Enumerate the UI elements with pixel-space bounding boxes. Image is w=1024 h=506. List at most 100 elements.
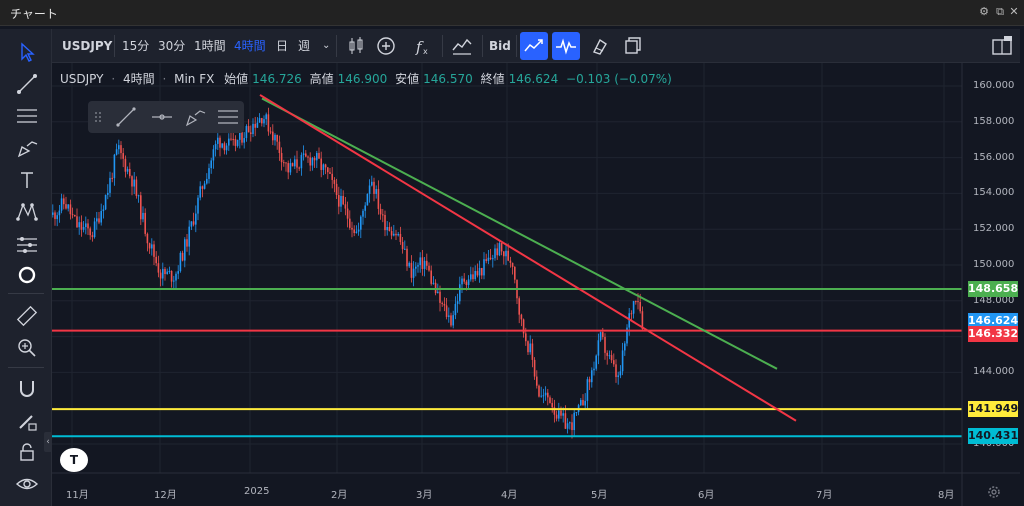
layout-icon[interactable]	[988, 32, 1016, 60]
circle-icon[interactable]	[14, 262, 40, 288]
price-tick-label: 148.000	[973, 294, 1015, 306]
chevron-down-icon[interactable]: ⌄	[322, 40, 331, 51]
templates-icon[interactable]	[448, 32, 476, 60]
candle-body	[571, 422, 573, 431]
candle-body	[544, 392, 547, 396]
candle-series	[52, 107, 644, 439]
magnet-icon[interactable]	[14, 376, 40, 402]
candle-body	[219, 137, 221, 148]
add-compare-icon[interactable]	[372, 32, 400, 60]
candle-body	[351, 227, 353, 230]
interval-4h[interactable]: 4時間	[234, 39, 266, 53]
candle-body	[109, 177, 111, 193]
candle-body	[395, 233, 397, 236]
trend-line-icon[interactable]	[114, 105, 138, 129]
candle-body	[302, 153, 305, 155]
candle-body	[608, 355, 611, 357]
candle-body	[340, 195, 342, 207]
interval-15m[interactable]: 15分	[122, 39, 150, 53]
candle-body	[157, 263, 160, 273]
forecast-icon[interactable]	[14, 231, 40, 257]
candles-icon[interactable]	[342, 32, 370, 60]
pen-icon[interactable]	[184, 105, 208, 129]
collapse-sidebar-button[interactable]: ‹	[44, 432, 52, 452]
candle-body	[637, 301, 639, 303]
drawing-toolbar	[0, 29, 52, 506]
pulse-icon[interactable]	[552, 32, 580, 60]
price-tick-label: 144.000	[973, 366, 1015, 378]
candle-body	[144, 212, 146, 234]
pen-icon[interactable]	[14, 135, 40, 161]
price-chart[interactable]	[52, 63, 1020, 506]
lock-icon[interactable]	[14, 439, 40, 465]
popout-icon[interactable]: ⧉	[996, 5, 1004, 18]
legend-high-label: 高値	[309, 72, 334, 86]
candle-body	[478, 267, 481, 276]
candle-body	[148, 243, 151, 249]
gear-icon[interactable]: ⚙	[979, 5, 989, 18]
candle-body	[140, 195, 142, 220]
candle-body	[118, 145, 120, 150]
candle-body	[65, 204, 67, 209]
candle-body	[335, 183, 338, 196]
candle-body	[492, 258, 494, 260]
symbol-button[interactable]: USDJPY	[62, 39, 113, 53]
candle-body	[564, 413, 567, 429]
trend-mode-icon[interactable]	[520, 32, 548, 60]
text-icon[interactable]	[14, 167, 40, 193]
candle-body	[357, 229, 360, 232]
candle-body	[384, 215, 386, 231]
floating-drawing-toolbar	[88, 101, 244, 133]
trend-line-icon[interactable]	[14, 71, 40, 97]
legend-low-label: 安値	[395, 72, 420, 86]
close-icon[interactable]: ✕	[1009, 5, 1019, 18]
candle-body	[201, 186, 204, 189]
candle-body	[364, 205, 366, 211]
eye-icon[interactable]	[14, 471, 40, 497]
bid-button[interactable]: Bid	[489, 39, 511, 53]
candle-body	[129, 169, 131, 177]
candle-body	[481, 267, 483, 276]
candle-body	[159, 272, 162, 279]
candle-body	[131, 176, 133, 187]
candle-body	[533, 359, 536, 377]
drag-handle-icon[interactable]	[92, 107, 104, 127]
horizontal-ray-icon[interactable]	[150, 105, 174, 129]
candle-body	[71, 214, 74, 216]
candle-body	[179, 252, 182, 272]
lock-pencil-icon[interactable]	[14, 408, 40, 434]
candle-body	[635, 301, 637, 303]
candle-body	[342, 195, 344, 205]
candle-body	[87, 223, 89, 229]
candle-body	[613, 360, 615, 365]
fib-lines-icon[interactable]	[14, 103, 40, 129]
candle-body	[450, 315, 452, 326]
candle-body	[307, 156, 309, 158]
tradingview-logo[interactable]: T	[60, 448, 88, 472]
copy-icon[interactable]	[618, 32, 646, 60]
ruler-icon[interactable]	[14, 303, 40, 329]
candle-body	[162, 268, 164, 279]
candle-body	[518, 298, 520, 315]
candle-body	[104, 194, 107, 210]
candle-body	[58, 210, 61, 216]
cursor-icon[interactable]	[14, 39, 40, 65]
interval-week[interactable]: 週	[298, 39, 311, 53]
settings-gear-icon[interactable]	[986, 484, 1002, 500]
pattern-icon[interactable]	[14, 199, 40, 225]
candle-body	[472, 274, 474, 280]
candle-body	[421, 257, 424, 269]
interval-1h[interactable]: 1時間	[194, 39, 226, 53]
fib-lines-icon[interactable]	[216, 105, 240, 129]
candle-body	[531, 343, 534, 360]
candle-body	[415, 266, 417, 269]
indicators-icon[interactable]: f x	[408, 32, 436, 60]
zoom-in-icon[interactable]	[14, 335, 40, 361]
candle-body	[630, 313, 633, 315]
interval-30m[interactable]: 30分	[158, 39, 186, 53]
candle-body	[441, 302, 443, 304]
candle-body	[285, 162, 287, 164]
legend-high: 146.900	[337, 72, 388, 86]
brush-icon[interactable]	[586, 32, 614, 60]
interval-day[interactable]: 日	[276, 39, 289, 53]
